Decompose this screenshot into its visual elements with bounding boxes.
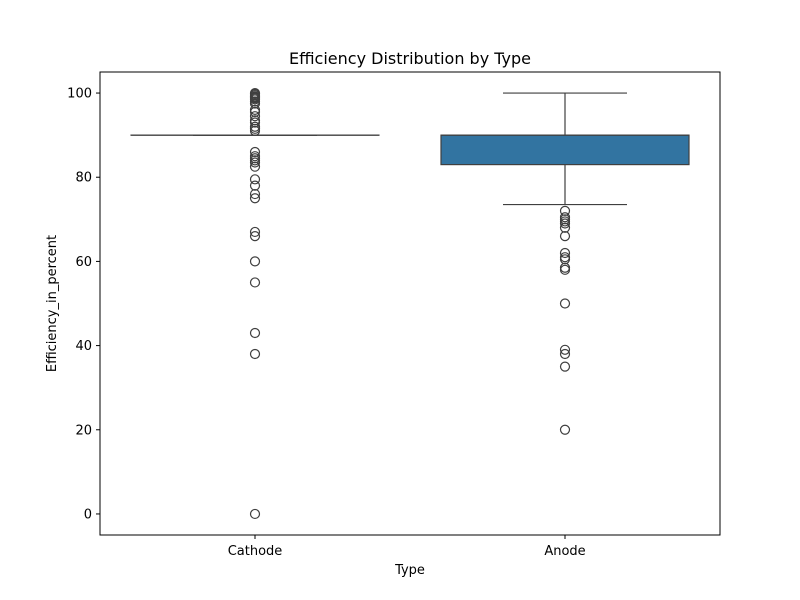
outlier-point	[249, 123, 261, 134]
outlier-point	[249, 193, 261, 204]
y-tick-label: 100	[67, 87, 92, 102]
outlier-point	[249, 226, 261, 238]
outlier-point	[559, 348, 571, 360]
outlier-point	[559, 361, 571, 372]
outlier-point	[249, 327, 261, 339]
outlier-point	[249, 508, 261, 520]
outlier-point	[249, 188, 261, 200]
box	[440, 134, 690, 166]
outlier-point	[559, 424, 571, 435]
outlier-point	[559, 231, 571, 242]
y-tick-label: 80	[75, 171, 92, 186]
outlier-point	[249, 348, 261, 360]
outlier-point	[249, 180, 261, 191]
y-axis-label: Efficiency_in_percent	[45, 235, 60, 372]
x-tick-label: Cathode	[228, 544, 283, 559]
chart-title: Efficiency Distribution by Type	[289, 49, 531, 68]
box-group-cathode	[130, 87, 380, 520]
outlier-point	[249, 157, 261, 168]
y-tick-label: 40	[75, 339, 92, 354]
y-tick-label: 0	[84, 507, 92, 522]
box-group-anode	[440, 92, 690, 435]
x-axis: Cathode Anode	[228, 535, 586, 559]
plot-area	[130, 87, 690, 520]
outlier-point	[559, 247, 571, 259]
plot-frame	[99, 71, 721, 536]
x-tick-label: Anode	[544, 544, 585, 559]
outlier-point	[249, 125, 261, 137]
y-axis: 0 20 40 60 80 100	[67, 87, 100, 522]
outlier-point	[559, 262, 571, 273]
outlier-point	[559, 264, 571, 275]
y-tick-label: 20	[75, 423, 92, 438]
outlier-point	[559, 344, 571, 355]
x-axis-label: Type	[394, 563, 425, 578]
outlier-point	[249, 277, 261, 288]
outlier-point	[249, 256, 261, 267]
outlier-point	[559, 298, 571, 309]
outlier-point	[249, 111, 261, 122]
outlier-point	[249, 174, 261, 185]
outlier-point	[559, 218, 571, 229]
outlier-point	[249, 161, 261, 172]
outlier-point	[249, 231, 261, 242]
outlier-point	[559, 254, 571, 265]
y-tick-label: 60	[75, 255, 92, 270]
